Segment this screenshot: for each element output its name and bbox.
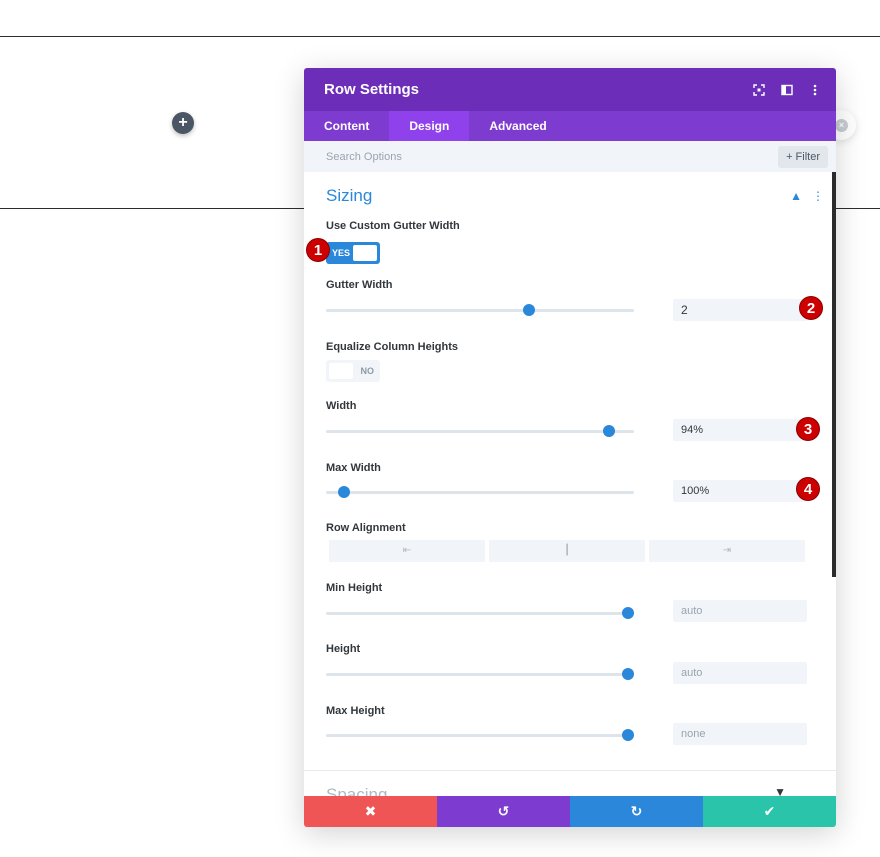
slider-handle[interactable] bbox=[621, 729, 634, 741]
max-height-slider[interactable] bbox=[326, 729, 634, 741]
cancel-button[interactable]: ✖ bbox=[304, 796, 437, 827]
equalize-heights-toggle[interactable]: NO bbox=[326, 360, 380, 382]
custom-gutter-label: Use Custom Gutter Width bbox=[326, 220, 460, 232]
section-menu-icon[interactable]: ⋮ bbox=[812, 189, 824, 203]
section-title: Sizing bbox=[326, 186, 373, 205]
height-slider[interactable] bbox=[326, 668, 634, 680]
row-alignment-buttons: ⇤ ┃ ⇥ bbox=[329, 540, 805, 562]
slider-handle[interactable] bbox=[621, 668, 634, 680]
settings-body: Sizing ▲ ⋮ Use Custom Gutter Width YES G… bbox=[304, 172, 836, 796]
annotation-badge: 1 bbox=[306, 238, 330, 262]
close-icon: × bbox=[835, 119, 848, 132]
slider-handle[interactable] bbox=[338, 486, 351, 498]
add-module-button[interactable]: + bbox=[172, 112, 194, 134]
row-settings-modal: Row Settings Content Design Advanced Sea… bbox=[304, 68, 836, 827]
tab-content[interactable]: Content bbox=[324, 119, 370, 133]
undo-button[interactable]: ↺ bbox=[437, 796, 570, 827]
toggle-knob bbox=[329, 363, 353, 379]
width-label: Width bbox=[326, 400, 357, 412]
more-options-icon[interactable] bbox=[802, 77, 828, 103]
align-left-button[interactable]: ⇤ bbox=[329, 540, 485, 562]
modal-header: Row Settings bbox=[304, 68, 836, 111]
width-input[interactable]: 94% bbox=[673, 419, 807, 441]
scrollbar[interactable] bbox=[832, 172, 836, 577]
max-width-label: Max Width bbox=[326, 462, 381, 474]
gutter-width-slider[interactable] bbox=[326, 304, 634, 316]
redo-button[interactable]: ↻ bbox=[570, 796, 703, 827]
slider-handle[interactable] bbox=[621, 607, 634, 619]
align-right-button[interactable]: ⇥ bbox=[649, 540, 805, 562]
chevron-down-icon[interactable]: ▼ bbox=[774, 785, 786, 796]
row-alignment-label: Row Alignment bbox=[326, 522, 406, 534]
save-button[interactable]: ✔ bbox=[703, 796, 836, 827]
modal-footer: ✖ ↺ ↻ ✔ bbox=[304, 796, 836, 827]
chevron-up-icon[interactable]: ▲ bbox=[790, 189, 802, 203]
sizing-section-header[interactable]: Sizing ▲ ⋮ bbox=[326, 186, 824, 206]
tab-design[interactable]: Design bbox=[389, 111, 470, 141]
search-input[interactable]: Search Options bbox=[326, 150, 402, 163]
max-height-label: Max Height bbox=[326, 705, 385, 717]
toggle-state: NO bbox=[360, 366, 375, 376]
section-divider-top bbox=[0, 36, 880, 37]
toggle-knob bbox=[353, 245, 377, 261]
annotation-badge: 2 bbox=[799, 296, 823, 320]
section-title: Spacing bbox=[326, 785, 388, 796]
slider-handle[interactable] bbox=[603, 425, 616, 437]
max-width-slider[interactable] bbox=[326, 486, 634, 498]
height-input[interactable]: auto bbox=[673, 662, 807, 684]
align-center-button[interactable]: ┃ bbox=[489, 540, 645, 562]
height-label: Height bbox=[326, 643, 361, 655]
modal-tabs: Content Design Advanced bbox=[304, 111, 836, 141]
equalize-heights-label: Equalize Column Heights bbox=[326, 341, 459, 353]
search-bar: Search Options + Filter bbox=[304, 141, 836, 172]
annotation-badge: 3 bbox=[796, 417, 820, 441]
annotation-badge: 4 bbox=[796, 477, 820, 501]
max-height-input[interactable]: none bbox=[673, 723, 807, 745]
split-view-icon[interactable] bbox=[774, 77, 800, 103]
spacing-section-header[interactable]: Spacing ▼ bbox=[304, 770, 836, 796]
fullscreen-icon[interactable] bbox=[746, 77, 772, 103]
max-width-input[interactable]: 100% bbox=[673, 480, 807, 502]
min-height-label: Min Height bbox=[326, 582, 383, 594]
filter-button[interactable]: + Filter bbox=[778, 145, 828, 168]
min-height-input[interactable]: auto bbox=[673, 600, 807, 622]
width-slider[interactable] bbox=[326, 425, 634, 437]
toggle-state: YES bbox=[332, 248, 351, 258]
slider-handle[interactable] bbox=[523, 304, 536, 316]
tab-advanced[interactable]: Advanced bbox=[489, 119, 547, 133]
min-height-slider[interactable] bbox=[326, 607, 634, 619]
modal-title: Row Settings bbox=[324, 81, 420, 98]
custom-gutter-toggle[interactable]: YES bbox=[326, 242, 380, 264]
gutter-width-label: Gutter Width bbox=[326, 279, 393, 291]
gutter-width-input[interactable]: 2 bbox=[673, 299, 807, 321]
